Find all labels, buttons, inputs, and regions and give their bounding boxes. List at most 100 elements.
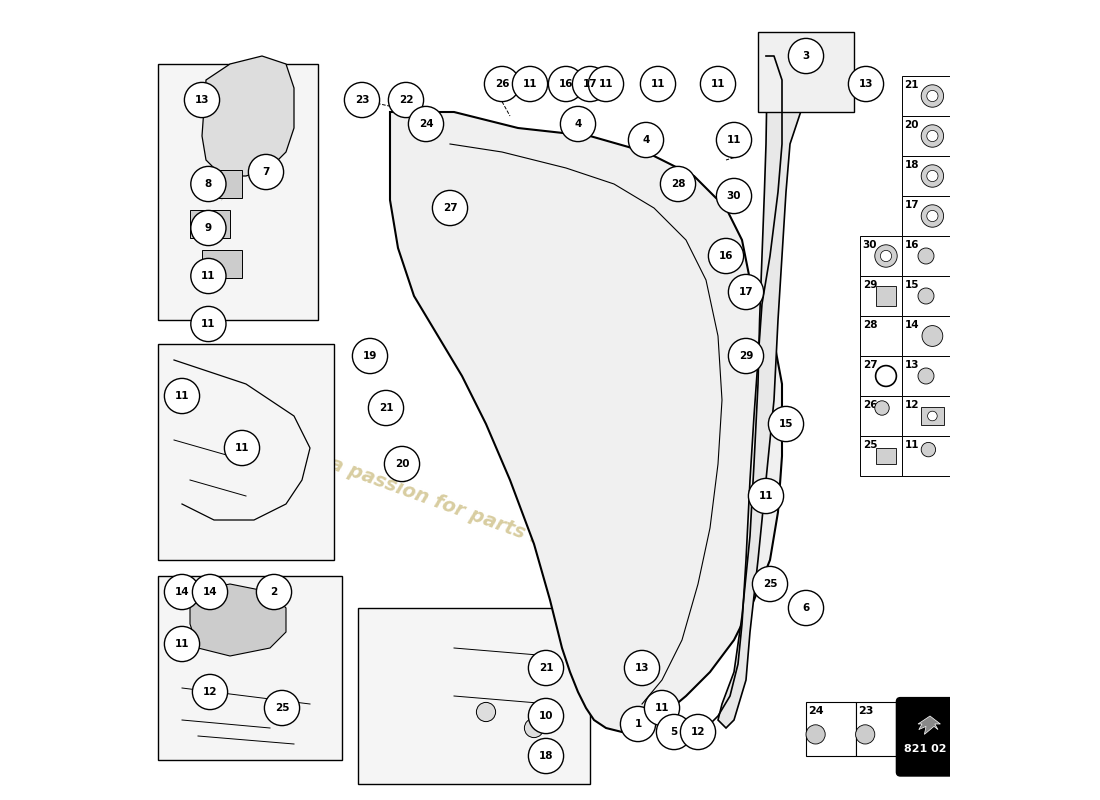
Circle shape: [192, 574, 228, 610]
Circle shape: [528, 698, 563, 734]
Text: 13: 13: [195, 95, 209, 105]
Circle shape: [927, 170, 938, 182]
Text: 26: 26: [862, 400, 878, 410]
Circle shape: [660, 166, 695, 202]
Circle shape: [588, 66, 624, 102]
Circle shape: [645, 690, 680, 726]
Text: 29: 29: [862, 280, 877, 290]
Circle shape: [927, 130, 938, 142]
Circle shape: [224, 430, 260, 466]
Text: a passion for parts since 1985: a passion for parts since 1985: [327, 454, 645, 586]
Text: 13: 13: [635, 663, 649, 673]
Circle shape: [748, 478, 783, 514]
Circle shape: [620, 706, 656, 742]
Circle shape: [192, 674, 228, 710]
Circle shape: [249, 154, 284, 190]
Bar: [921, 407, 944, 425]
Text: 14: 14: [904, 320, 918, 330]
Text: 8: 8: [205, 179, 212, 189]
FancyBboxPatch shape: [896, 698, 954, 776]
Bar: [860, 396, 902, 436]
Text: 17: 17: [583, 79, 597, 89]
Text: 11: 11: [201, 271, 216, 281]
Text: 15: 15: [779, 419, 793, 429]
Circle shape: [922, 326, 943, 346]
Text: 27: 27: [442, 203, 458, 213]
Bar: [860, 436, 902, 476]
Text: 2: 2: [271, 587, 277, 597]
Text: 11: 11: [651, 79, 666, 89]
Text: 21: 21: [904, 80, 918, 90]
FancyBboxPatch shape: [158, 64, 318, 320]
Text: 11: 11: [598, 79, 614, 89]
Circle shape: [921, 165, 944, 187]
Circle shape: [789, 590, 824, 626]
Circle shape: [549, 66, 584, 102]
Circle shape: [432, 190, 468, 226]
Text: 821 02: 821 02: [904, 744, 946, 754]
Circle shape: [256, 574, 292, 610]
Circle shape: [185, 82, 220, 118]
Polygon shape: [390, 112, 782, 732]
Polygon shape: [918, 716, 940, 734]
Text: 29: 29: [739, 351, 754, 361]
Bar: [202, 170, 242, 198]
Text: 22: 22: [398, 95, 414, 105]
FancyBboxPatch shape: [358, 608, 590, 784]
Bar: [902, 156, 952, 196]
Text: 25: 25: [762, 579, 778, 589]
Circle shape: [880, 250, 892, 262]
Text: 28: 28: [671, 179, 685, 189]
Circle shape: [874, 245, 898, 267]
Text: 10: 10: [539, 711, 553, 721]
Circle shape: [927, 411, 937, 421]
Text: 11: 11: [175, 639, 189, 649]
Circle shape: [921, 205, 944, 227]
Text: 18: 18: [539, 751, 553, 761]
Text: 11: 11: [711, 79, 725, 89]
Circle shape: [164, 626, 199, 662]
Circle shape: [528, 650, 563, 686]
Circle shape: [628, 122, 663, 158]
Bar: [902, 396, 952, 436]
Circle shape: [927, 90, 938, 102]
Bar: [202, 250, 242, 278]
Bar: [190, 210, 230, 238]
Bar: [902, 236, 952, 276]
Circle shape: [752, 566, 788, 602]
Bar: [902, 116, 952, 156]
Text: 3: 3: [802, 51, 810, 61]
Circle shape: [848, 66, 883, 102]
Circle shape: [681, 714, 716, 750]
Circle shape: [190, 306, 226, 342]
Circle shape: [368, 390, 404, 426]
Circle shape: [921, 85, 944, 107]
Text: 14: 14: [175, 587, 189, 597]
Text: 11: 11: [522, 79, 537, 89]
Circle shape: [640, 66, 675, 102]
Text: 12: 12: [904, 400, 918, 410]
Bar: [902, 76, 952, 116]
FancyBboxPatch shape: [158, 576, 342, 760]
Text: 26: 26: [495, 79, 509, 89]
FancyBboxPatch shape: [758, 32, 854, 112]
Polygon shape: [718, 36, 806, 728]
Bar: [876, 448, 896, 464]
Circle shape: [164, 378, 199, 414]
Bar: [877, 286, 895, 306]
Text: 25: 25: [862, 440, 878, 450]
Text: 12: 12: [202, 687, 218, 697]
Circle shape: [190, 258, 226, 294]
Text: 18: 18: [904, 160, 918, 170]
Text: 23: 23: [858, 706, 873, 715]
Circle shape: [476, 702, 496, 722]
Text: 11: 11: [654, 703, 669, 713]
Circle shape: [701, 66, 736, 102]
Text: 27: 27: [862, 360, 878, 370]
Circle shape: [484, 66, 519, 102]
Text: 4: 4: [574, 119, 582, 129]
Text: 19: 19: [363, 351, 377, 361]
Text: 21: 21: [539, 663, 553, 673]
Circle shape: [806, 725, 825, 744]
Circle shape: [657, 714, 692, 750]
